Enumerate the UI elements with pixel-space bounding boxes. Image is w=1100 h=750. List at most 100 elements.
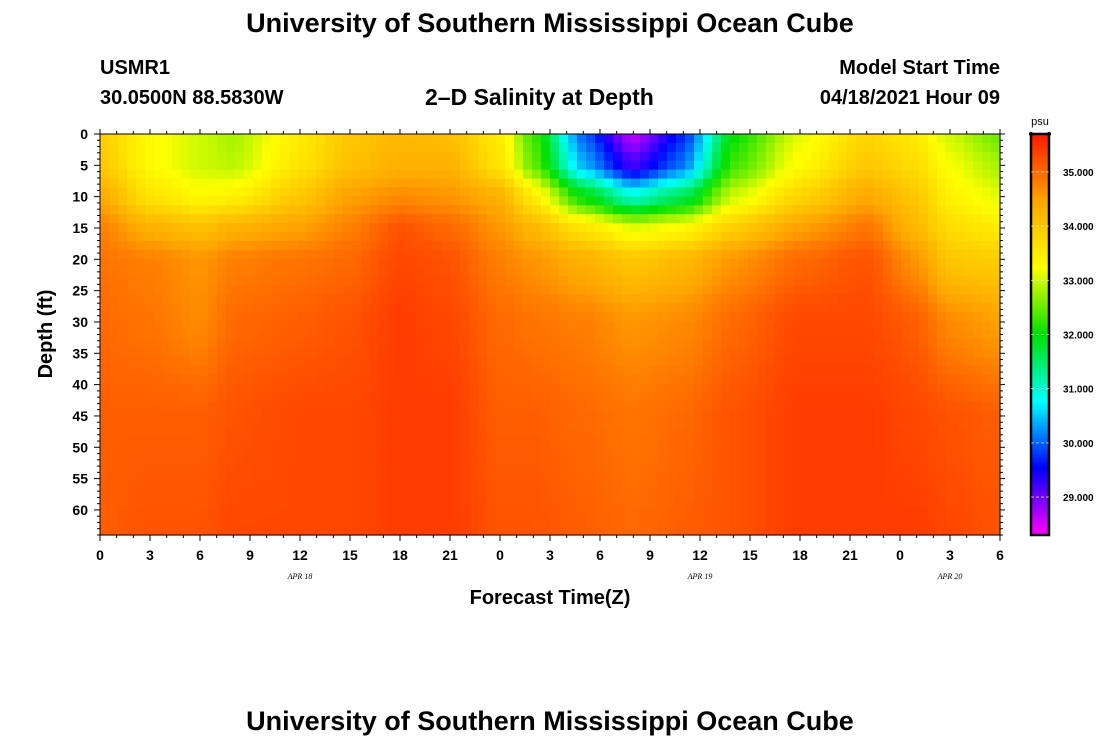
heatmap-cell [208, 169, 218, 180]
heatmap-cell [487, 347, 497, 358]
heatmap-cell [190, 187, 200, 197]
heatmap-cell [928, 508, 938, 518]
heatmap-cell [280, 472, 290, 483]
heatmap-cell [487, 338, 497, 349]
heatmap-cell [829, 454, 839, 465]
heatmap-cell [775, 338, 785, 349]
heatmap-cell [631, 160, 641, 171]
heatmap-cell [874, 267, 884, 278]
heatmap-cell [919, 330, 929, 340]
heatmap-cell [847, 169, 857, 180]
heatmap-cell [298, 142, 308, 153]
heatmap-cell [550, 187, 560, 197]
heatmap-cell [649, 463, 659, 474]
heatmap-cell [892, 454, 902, 465]
heatmap-cell [433, 508, 443, 518]
heatmap-cell [856, 240, 866, 251]
heatmap-cell [109, 517, 119, 527]
heatmap-cell [721, 303, 731, 313]
heatmap-cell [244, 410, 254, 420]
heatmap-cell [406, 330, 416, 340]
heatmap-cell [991, 258, 1001, 269]
heatmap-cell [631, 392, 641, 402]
heatmap-cell [514, 347, 524, 358]
heatmap-cell [199, 374, 209, 385]
heatmap-cell [793, 365, 803, 376]
heatmap-cell [415, 365, 425, 376]
heatmap-cell [847, 330, 857, 340]
heatmap-cell [748, 196, 758, 206]
heatmap-cell [100, 258, 110, 269]
heatmap-cell [541, 258, 551, 269]
heatmap-cell [676, 428, 686, 438]
heatmap-cell [820, 338, 830, 349]
heatmap-cell [145, 481, 155, 492]
heatmap-cell [271, 223, 281, 233]
heatmap-cell [883, 134, 893, 144]
heatmap-cell [613, 267, 623, 278]
heatmap-cell [496, 205, 506, 215]
heatmap-cell [874, 526, 884, 536]
heatmap-cell [334, 526, 344, 536]
heatmap-cell [586, 196, 596, 206]
heatmap-cell [892, 312, 902, 322]
heatmap-cell [730, 205, 740, 215]
heatmap-cell [919, 223, 929, 233]
heatmap-cell [181, 392, 191, 402]
heatmap-cell [118, 445, 128, 456]
heatmap-cell [451, 374, 461, 385]
heatmap-cell [802, 178, 812, 189]
heatmap-cell [802, 330, 812, 340]
heatmap-cell [307, 490, 317, 500]
heatmap-cell [478, 312, 488, 322]
heatmap-cell [397, 445, 407, 456]
heatmap-cell [415, 249, 425, 260]
heatmap-cell [883, 365, 893, 376]
heatmap-cell [685, 338, 695, 349]
heatmap-cell [451, 223, 461, 233]
heatmap-cell [505, 463, 515, 474]
heatmap-cell [901, 526, 911, 536]
heatmap-cell [775, 392, 785, 402]
heatmap-cell [946, 428, 956, 438]
heatmap-cell [406, 383, 416, 394]
heatmap-cell [568, 276, 578, 287]
heatmap-cell [235, 472, 245, 483]
heatmap-cell [856, 445, 866, 456]
heatmap-cell [802, 463, 812, 474]
heatmap-cell [208, 436, 218, 447]
heatmap-cell [424, 374, 434, 385]
heatmap-cell [793, 338, 803, 349]
heatmap-cell [136, 454, 146, 465]
heatmap-cell [316, 258, 326, 269]
heatmap-cell [766, 401, 776, 411]
heatmap-cell [694, 365, 704, 376]
heatmap-cell [379, 401, 389, 411]
heatmap-cell [694, 472, 704, 483]
heatmap-cell [901, 365, 911, 376]
heatmap-cell [145, 249, 155, 260]
heatmap-cell [964, 428, 974, 438]
heatmap-cell [955, 285, 965, 295]
heatmap-cell [577, 392, 587, 402]
heatmap-cell [919, 169, 929, 180]
heatmap-cell [145, 383, 155, 394]
heatmap-cell [460, 321, 470, 331]
heatmap-cell [388, 463, 398, 474]
heatmap-cell [730, 356, 740, 367]
heatmap-cell [982, 508, 992, 518]
heatmap-cell [658, 258, 668, 269]
heatmap-cell [487, 303, 497, 313]
heatmap-cell [595, 312, 605, 322]
heatmap-cell [766, 312, 776, 322]
heatmap-cell [631, 526, 641, 536]
heatmap-cell [784, 205, 794, 215]
heatmap-cell [127, 401, 137, 411]
heatmap-cell [460, 151, 470, 162]
heatmap-cell [856, 285, 866, 295]
heatmap-cell [703, 445, 713, 456]
heatmap-cell [910, 490, 920, 500]
heatmap-cell [145, 338, 155, 349]
heatmap-cell [532, 303, 542, 313]
heatmap-cell [793, 160, 803, 171]
